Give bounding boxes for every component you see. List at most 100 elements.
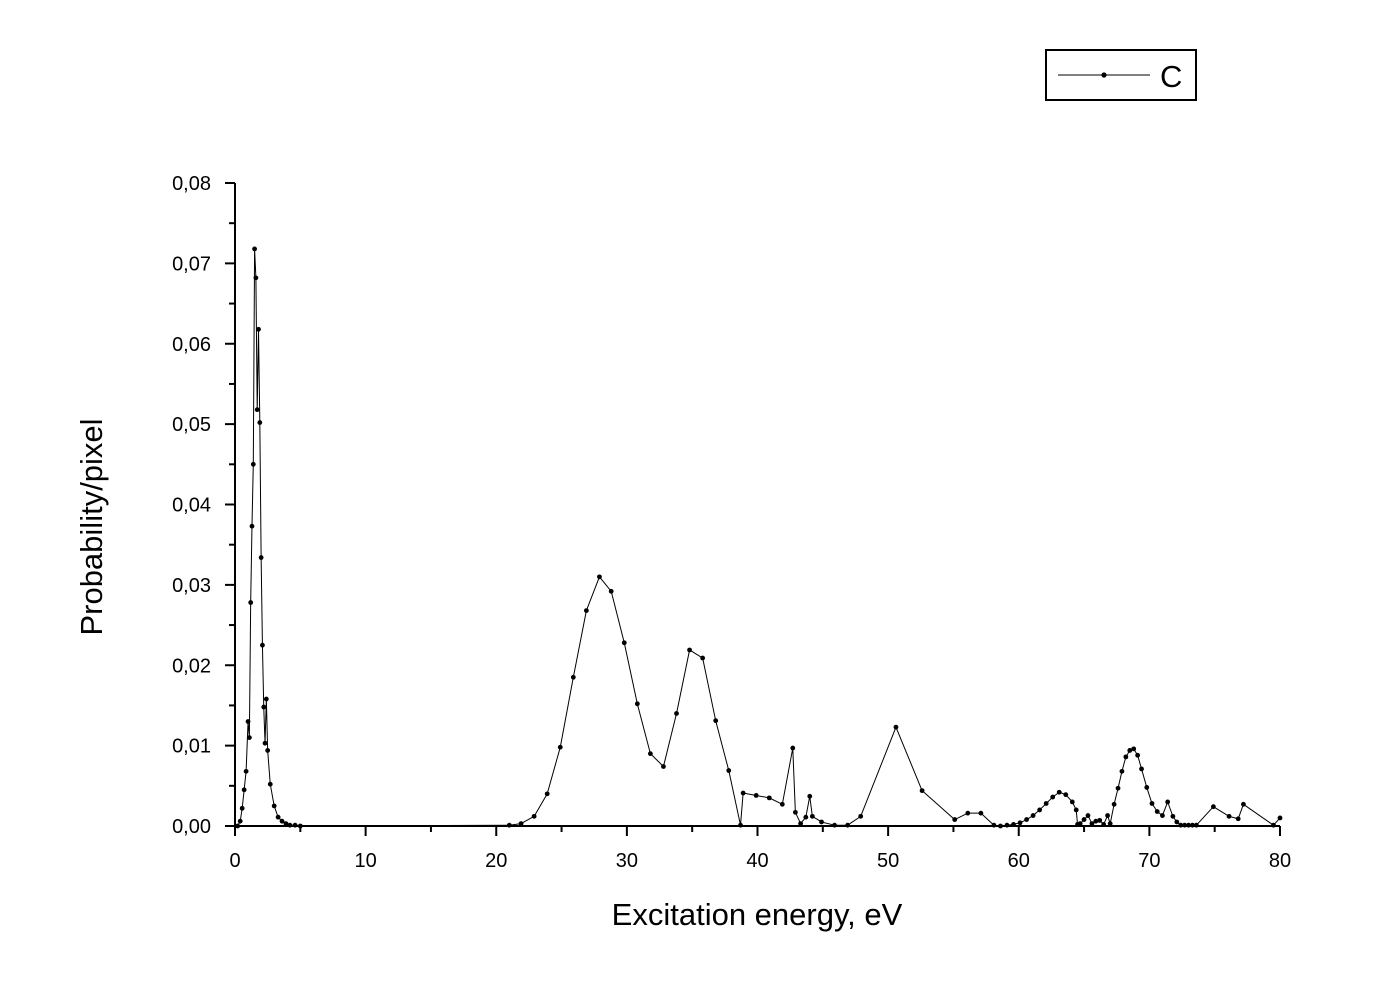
data-point bbox=[261, 705, 266, 710]
data-point bbox=[845, 823, 850, 828]
y-tick-label: 0,07 bbox=[172, 253, 211, 275]
data-point bbox=[1063, 792, 1068, 797]
data-point bbox=[798, 821, 803, 826]
y-tick-label: 0,08 bbox=[172, 173, 211, 195]
data-point bbox=[1108, 821, 1113, 826]
data-point bbox=[700, 656, 705, 661]
data-point bbox=[920, 788, 925, 793]
data-point bbox=[1101, 822, 1106, 827]
data-point bbox=[257, 420, 262, 425]
data-point bbox=[648, 751, 653, 756]
data-point bbox=[597, 574, 602, 579]
data-point bbox=[998, 824, 1003, 829]
data-point bbox=[545, 791, 550, 796]
data-point bbox=[674, 711, 679, 716]
data-point bbox=[1160, 813, 1165, 818]
data-point bbox=[244, 769, 249, 774]
data-point bbox=[978, 811, 983, 816]
data-point bbox=[248, 600, 253, 605]
data-point bbox=[1155, 809, 1160, 814]
data-point bbox=[1097, 818, 1102, 823]
data-point bbox=[952, 817, 957, 822]
data-point bbox=[810, 814, 815, 819]
data-point bbox=[507, 823, 512, 828]
data-point bbox=[1150, 801, 1155, 806]
x-ticks: 0 10 20 30 40 50 60 70 80 bbox=[229, 826, 1291, 872]
data-point bbox=[247, 735, 252, 740]
data-point bbox=[254, 275, 259, 280]
y-tick-label: 0,04 bbox=[172, 495, 211, 517]
x-tick-label: 40 bbox=[746, 850, 768, 872]
data-point bbox=[298, 824, 303, 829]
data-point bbox=[767, 795, 772, 800]
data-point bbox=[754, 793, 759, 798]
data-point bbox=[726, 768, 731, 773]
y-tick-label: 0,03 bbox=[172, 575, 211, 597]
data-point bbox=[1005, 823, 1010, 828]
data-point bbox=[1278, 816, 1283, 821]
y-tick-label: 0,01 bbox=[172, 736, 211, 758]
data-point bbox=[260, 643, 265, 648]
data-point bbox=[1070, 799, 1075, 804]
data-point bbox=[519, 821, 524, 826]
y-tick-label: 0,06 bbox=[172, 334, 211, 356]
data-point bbox=[1078, 821, 1083, 826]
data-point bbox=[268, 782, 273, 787]
data-point bbox=[256, 327, 261, 332]
data-point bbox=[250, 524, 255, 529]
data-point bbox=[264, 697, 269, 702]
y-ticks: 0,00 0,01 0,02 0,03 0,04 0,05 0,06 0,07 0,08 bbox=[172, 173, 235, 838]
data-point bbox=[738, 823, 743, 828]
data-point bbox=[1139, 767, 1144, 772]
data-point bbox=[287, 823, 292, 828]
series-c bbox=[235, 247, 1282, 829]
x-tick-label: 70 bbox=[1138, 850, 1160, 872]
data-point bbox=[255, 407, 260, 412]
data-point bbox=[992, 823, 997, 828]
data-point bbox=[1086, 813, 1091, 818]
data-point bbox=[1116, 786, 1121, 791]
data-point bbox=[661, 764, 666, 769]
data-point bbox=[832, 823, 837, 828]
data-point bbox=[1057, 790, 1062, 795]
data-point bbox=[1074, 808, 1079, 813]
y-tick-label: 0,05 bbox=[172, 414, 211, 436]
data-point bbox=[894, 725, 899, 730]
data-point bbox=[571, 675, 576, 680]
data-point bbox=[1024, 817, 1029, 822]
y-tick-label: 0,02 bbox=[172, 655, 211, 677]
x-tick-label: 10 bbox=[355, 850, 377, 872]
data-point bbox=[687, 648, 692, 653]
data-point bbox=[1120, 769, 1125, 774]
data-point bbox=[793, 810, 798, 815]
data-point bbox=[584, 608, 589, 613]
legend-marker-sample bbox=[1101, 72, 1106, 77]
data-point bbox=[235, 824, 240, 829]
x-tick-label: 30 bbox=[616, 850, 638, 872]
data-point bbox=[276, 815, 281, 820]
data-point bbox=[293, 823, 298, 828]
data-point bbox=[622, 640, 627, 645]
data-point bbox=[1241, 802, 1246, 807]
data-point bbox=[1112, 802, 1117, 807]
data-point bbox=[1044, 801, 1049, 806]
data-point bbox=[265, 748, 270, 753]
data-point bbox=[1165, 799, 1170, 804]
data-point bbox=[807, 794, 812, 799]
data-point bbox=[272, 804, 277, 809]
data-point bbox=[713, 718, 718, 723]
axes bbox=[235, 183, 1280, 826]
data-point bbox=[609, 589, 614, 594]
data-point bbox=[1018, 820, 1023, 825]
data-point bbox=[1174, 820, 1179, 825]
data-point bbox=[1227, 814, 1232, 819]
x-axis-title: Excitation energy, eV bbox=[612, 897, 903, 932]
legend-label: C bbox=[1160, 59, 1182, 94]
data-point bbox=[1144, 785, 1149, 790]
y-tick-label: 0,00 bbox=[172, 816, 211, 838]
y-axis-title: Probability/pixel bbox=[74, 418, 109, 635]
data-point bbox=[242, 787, 247, 792]
data-point bbox=[558, 745, 563, 750]
x-tick-label: 50 bbox=[877, 850, 899, 872]
data-point bbox=[1037, 808, 1042, 813]
